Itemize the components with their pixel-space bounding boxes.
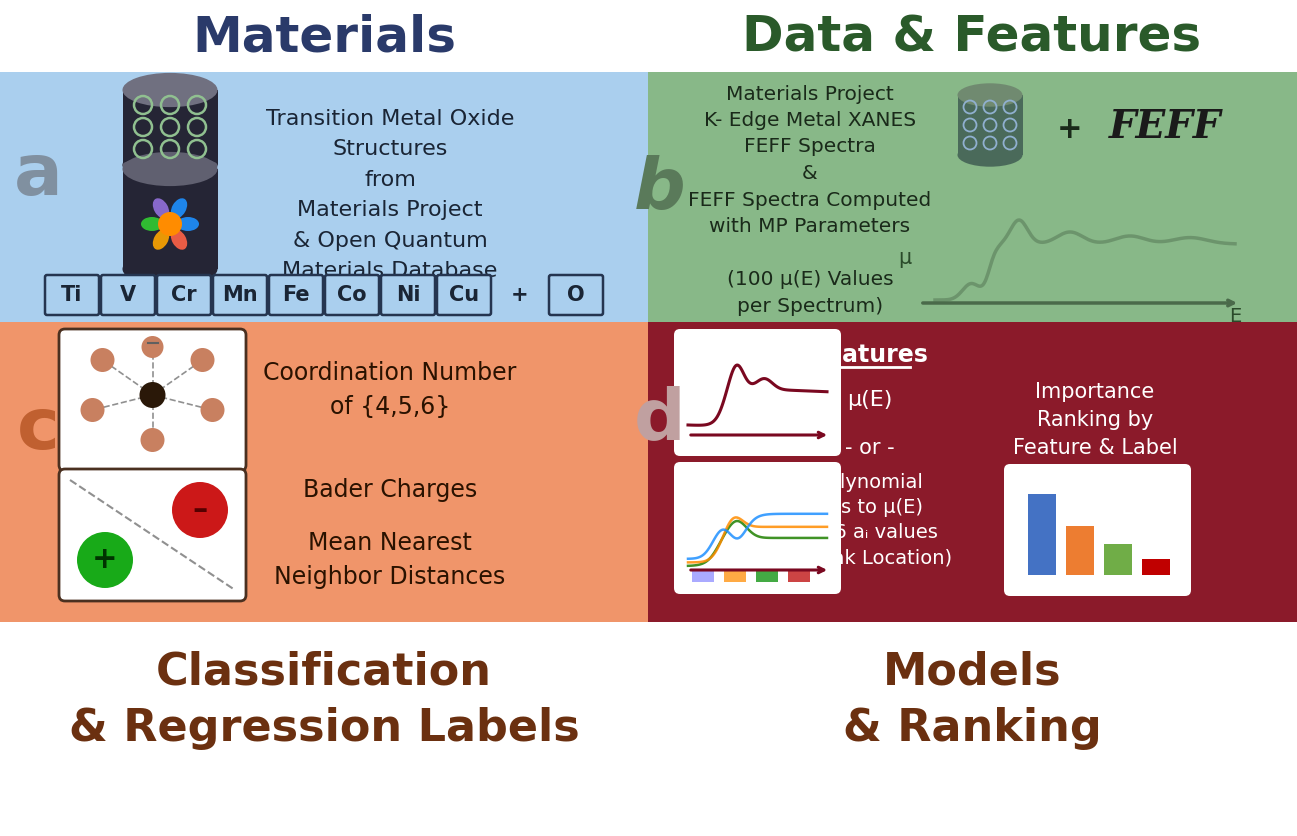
Text: Bader Charges: Bader Charges [303, 478, 477, 502]
Circle shape [91, 348, 114, 372]
Text: +: + [92, 546, 118, 574]
Text: - or -: - or - [846, 438, 895, 458]
FancyBboxPatch shape [157, 275, 211, 315]
FancyBboxPatch shape [549, 275, 603, 315]
Bar [756, 570, 778, 582]
Ellipse shape [122, 148, 218, 182]
FancyBboxPatch shape [58, 469, 246, 601]
Bar [957, 95, 1022, 155]
Ellipse shape [122, 73, 218, 107]
Text: V: V [119, 285, 136, 305]
FancyBboxPatch shape [268, 275, 323, 315]
Bar [0, 72, 648, 322]
Text: Models
& Ranking: Models & Ranking [843, 650, 1101, 750]
Circle shape [140, 382, 166, 408]
Ellipse shape [957, 143, 1022, 166]
Circle shape [141, 336, 163, 358]
Ellipse shape [141, 217, 163, 231]
Ellipse shape [957, 84, 1022, 107]
Text: d: d [634, 385, 686, 455]
Text: a: a [14, 140, 62, 210]
Text: Fe: Fe [283, 285, 310, 305]
Bar [122, 169, 218, 269]
Text: +: + [1057, 115, 1083, 145]
Text: μ: μ [899, 248, 912, 268]
Circle shape [80, 398, 105, 422]
FancyBboxPatch shape [45, 275, 99, 315]
FancyBboxPatch shape [101, 275, 156, 315]
Text: c: c [17, 395, 60, 465]
Bar [693, 570, 715, 582]
Text: Materials Project
K- Edge Metal XANES
FEFF Spectra
&
FEFF Spectra Computed
with : Materials Project K- Edge Metal XANES FE… [689, 84, 931, 315]
Text: E: E [1228, 307, 1241, 325]
Bar [1104, 543, 1132, 575]
Ellipse shape [153, 198, 169, 218]
Bar [789, 570, 811, 582]
Text: Co: Co [337, 285, 367, 305]
Circle shape [191, 348, 214, 372]
Text: Mn: Mn [222, 285, 258, 305]
Circle shape [158, 212, 182, 236]
Circle shape [77, 532, 134, 588]
Circle shape [173, 482, 228, 538]
Bar [1066, 526, 1093, 575]
Ellipse shape [153, 229, 169, 250]
Bar [0, 322, 648, 622]
Ellipse shape [122, 156, 218, 174]
Text: Polynomial
Fits to μ(E)
(156 aᵢ values
+ Peak Location): Polynomial Fits to μ(E) (156 aᵢ values +… [787, 473, 952, 567]
FancyBboxPatch shape [58, 329, 246, 471]
Ellipse shape [122, 252, 218, 286]
Text: b: b [634, 155, 686, 225]
Bar [1029, 494, 1056, 575]
FancyBboxPatch shape [437, 275, 492, 315]
Circle shape [201, 398, 224, 422]
FancyBboxPatch shape [674, 329, 840, 456]
Bar [724, 570, 746, 582]
Bar [648, 72, 1297, 322]
FancyBboxPatch shape [213, 275, 267, 315]
Text: Classification
& Regression Labels: Classification & Regression Labels [69, 650, 580, 750]
Text: Transition Metal Oxide
Structures
from
Materials Project
& Open Quantum
Material: Transition Metal Oxide Structures from M… [266, 109, 514, 281]
Text: Features: Features [812, 343, 929, 367]
Text: Ni: Ni [396, 285, 420, 305]
Text: Cu: Cu [449, 285, 479, 305]
Text: Materials: Materials [192, 14, 457, 62]
Text: Cr: Cr [171, 285, 197, 305]
Text: –: – [192, 496, 208, 524]
Ellipse shape [171, 229, 187, 250]
Text: Data & Features: Data & Features [742, 14, 1201, 62]
Text: Coordination Number
of {4,5,6}: Coordination Number of {4,5,6} [263, 361, 516, 419]
FancyBboxPatch shape [674, 462, 840, 594]
Text: FEFF: FEFF [1109, 108, 1222, 146]
FancyBboxPatch shape [381, 275, 434, 315]
Bar [648, 322, 1297, 622]
Text: Ti: Ti [61, 285, 83, 305]
Bar [1141, 558, 1170, 575]
Ellipse shape [176, 217, 198, 231]
Text: Mean Nearest
Neighbor Distances: Mean Nearest Neighbor Distances [275, 531, 506, 589]
Text: +: + [511, 285, 529, 305]
FancyBboxPatch shape [1004, 464, 1191, 596]
Text: μ(E): μ(E) [847, 390, 892, 410]
Ellipse shape [171, 198, 187, 218]
Circle shape [140, 428, 165, 452]
Ellipse shape [122, 152, 218, 186]
FancyBboxPatch shape [326, 275, 379, 315]
Text: Importance
Ranking by
Feature & Label: Importance Ranking by Feature & Label [1013, 382, 1178, 458]
Bar [122, 90, 218, 165]
Text: O: O [567, 285, 585, 305]
